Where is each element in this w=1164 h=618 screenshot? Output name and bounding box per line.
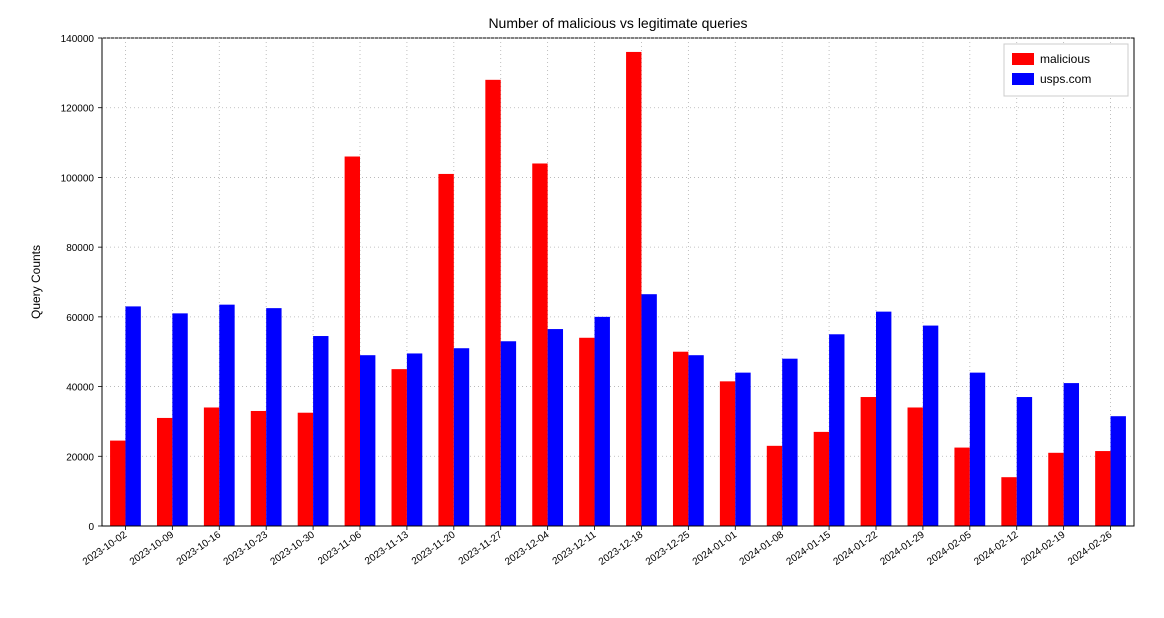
x-tick-label: 2023-11-13 — [363, 529, 411, 567]
bar-malicious — [110, 441, 125, 526]
bar-chart: 0 20000 40000 60000 80000 100000 120000 140000 Q… — [0, 0, 1164, 618]
y-tick-label: 0 — [88, 522, 94, 533]
bar-malicious — [579, 338, 594, 526]
bar-usps.com — [125, 306, 140, 526]
bar-usps.com — [266, 308, 281, 526]
bar-malicious — [298, 413, 313, 526]
chart-container: 0 20000 40000 60000 80000 100000 120000 140000 Q… — [0, 0, 1164, 618]
bar-usps.com — [923, 326, 938, 526]
y-tick-label: 80000 — [66, 243, 94, 254]
bar-usps.com — [1064, 383, 1079, 526]
x-tick-label: 2024-01-22 — [832, 529, 881, 568]
legend-swatch — [1012, 73, 1034, 85]
y-tick-label: 120000 — [61, 104, 95, 115]
bar-usps.com — [688, 355, 703, 526]
x-tick-label: 2023-12-11 — [551, 529, 599, 567]
bar-usps.com — [1017, 397, 1032, 526]
x-tick-label: 2023-11-20 — [410, 529, 458, 567]
bar-usps.com — [313, 336, 328, 526]
y-tick-label: 20000 — [66, 452, 94, 463]
y-tick-label: 100000 — [61, 173, 95, 184]
bar-malicious — [204, 407, 219, 526]
x-tick-label: 2024-01-15 — [785, 529, 834, 568]
bar-usps.com — [641, 294, 656, 526]
bar-usps.com — [595, 317, 610, 526]
bar-usps.com — [407, 353, 422, 526]
x-tick-label: 2024-02-26 — [1066, 529, 1115, 568]
bar-usps.com — [501, 341, 516, 526]
bar-usps.com — [1111, 416, 1126, 526]
x-tick-label: 2023-12-25 — [644, 529, 693, 568]
x-tick-label: 2024-02-05 — [925, 529, 974, 568]
bar-usps.com — [970, 373, 985, 526]
y-axis-label: Query Counts — [29, 245, 43, 319]
bar-malicious — [532, 163, 547, 526]
x-tick-label: 2024-01-29 — [878, 529, 927, 568]
bar-usps.com — [735, 373, 750, 526]
bar-usps.com — [172, 313, 187, 526]
bar-usps.com — [548, 329, 563, 526]
bar-malicious — [485, 80, 500, 526]
x-tick-label: 2023-10-16 — [175, 529, 224, 568]
x-tick-label: 2024-02-19 — [1019, 529, 1068, 568]
x-tick-label: 2024-02-12 — [972, 529, 1021, 568]
bar-usps.com — [219, 305, 234, 526]
legend-swatch — [1012, 53, 1034, 65]
bar-usps.com — [829, 334, 844, 526]
x-tick-label: 2023-12-04 — [503, 529, 552, 568]
bar-malicious — [1001, 477, 1016, 526]
bar-malicious — [861, 397, 876, 526]
y-tick-label: 40000 — [66, 383, 94, 394]
x-tick-label: 2023-11-06 — [316, 529, 364, 567]
bar-usps.com — [782, 359, 797, 526]
x-tick-label: 2024-01-01 — [691, 529, 740, 568]
bar-malicious — [392, 369, 407, 526]
x-tick-label: 2023-10-02 — [81, 529, 130, 568]
x-tick-label: 2023-10-30 — [269, 529, 318, 568]
bar-malicious — [1048, 453, 1063, 526]
y-tick-label: 140000 — [61, 34, 95, 45]
x-tick-label: 2023-10-09 — [128, 529, 177, 568]
bar-malicious — [251, 411, 266, 526]
y-tick-label: 60000 — [66, 313, 94, 324]
legend-label: malicious — [1040, 52, 1090, 66]
bar-usps.com — [876, 312, 891, 526]
bar-malicious — [767, 446, 782, 526]
legend-label: usps.com — [1040, 72, 1091, 86]
bar-malicious — [720, 381, 735, 526]
bar-malicious — [1095, 451, 1110, 526]
bar-usps.com — [360, 355, 375, 526]
bar-malicious — [626, 52, 641, 526]
bar-malicious — [814, 432, 829, 526]
chart-title: Number of malicious vs legitimate querie… — [488, 15, 747, 31]
x-tick-label: 2023-11-27 — [457, 529, 505, 567]
bar-malicious — [157, 418, 172, 526]
bar-malicious — [345, 157, 360, 526]
bar-malicious — [954, 448, 969, 526]
bar-malicious — [438, 174, 453, 526]
x-tick-label: 2023-10-23 — [222, 529, 271, 568]
x-tick-label: 2024-01-08 — [738, 529, 787, 568]
bar-usps.com — [454, 348, 469, 526]
bar-malicious — [673, 352, 688, 526]
x-tick-label: 2023-12-18 — [597, 529, 646, 568]
bar-malicious — [908, 407, 923, 526]
